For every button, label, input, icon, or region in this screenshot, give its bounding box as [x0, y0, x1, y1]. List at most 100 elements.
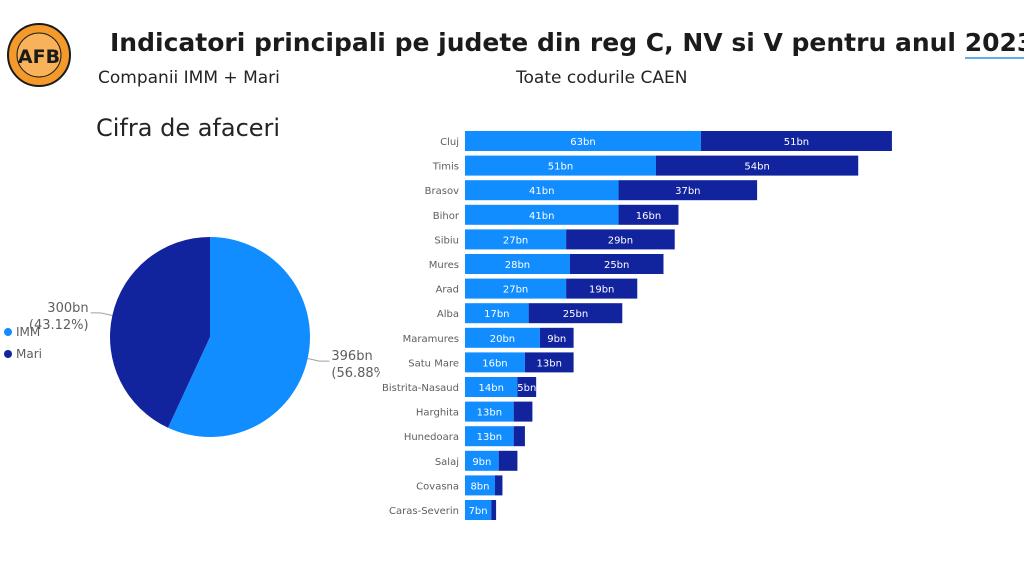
bar-data-label-imm: 9bn: [472, 457, 491, 468]
bar-row: Alba 17bn 25bn: [437, 303, 623, 324]
legend-marker-mari: [4, 350, 12, 358]
bar-segment-imm[interactable]: [465, 180, 619, 201]
category-label: Salaj: [435, 457, 459, 468]
bar-data-label-imm: 51bn: [548, 162, 573, 173]
category-label: Arad: [436, 285, 459, 296]
pie-chart-title: Cifra de afaceri: [96, 114, 281, 142]
pie-percent-label-imm: (56.88%): [331, 366, 380, 381]
bar-segment-mari[interactable]: [494, 475, 503, 496]
subtitle-companies: Companii IMM + Mari: [98, 68, 280, 88]
bar-data-label-imm: 27bn: [503, 285, 528, 296]
category-label: Cluj: [440, 137, 459, 148]
bar-row: Timis 51bn 54bn: [432, 155, 859, 176]
category-label: Covasna: [416, 481, 459, 492]
category-label: Mures: [429, 260, 459, 271]
bar-data-label-imm: 63bn: [570, 137, 595, 148]
bar-segment-mari[interactable]: [618, 204, 679, 225]
bar-segment-mari[interactable]: [655, 155, 859, 176]
bar-row: Maramures 20bn 9bn: [403, 327, 574, 348]
bar-segment-mari[interactable]: [513, 401, 533, 422]
bar-data-label-imm: 13bn: [477, 432, 502, 443]
bar-segment-imm[interactable]: [465, 352, 525, 373]
bar-row: Brasov 41bn 37bn: [425, 180, 758, 201]
bar-row: Bihor 41bn 16bn: [433, 204, 679, 225]
category-label: Satu Mare: [408, 358, 459, 369]
legend-label-mari: Mari: [16, 347, 42, 361]
page-title-text: Indicatori principali pe judete din reg …: [110, 28, 956, 57]
bar-row: Harghita 13bn: [416, 401, 533, 422]
bar-segment-mari[interactable]: [700, 131, 892, 151]
bar-segment-mari[interactable]: [528, 303, 623, 324]
bar-segment-imm[interactable]: [465, 450, 499, 471]
pie-slice-imm[interactable]: [168, 237, 310, 437]
bar-segment-imm[interactable]: [465, 401, 514, 422]
bar-segment-imm[interactable]: [465, 377, 518, 397]
bar-segment-imm[interactable]: [465, 327, 540, 348]
bar-segment-imm[interactable]: [465, 475, 495, 496]
subtitle-caen: Toate codurile CAEN: [516, 68, 688, 88]
bar-segment-imm[interactable]: [465, 204, 619, 225]
bar-segment-imm[interactable]: [465, 131, 701, 151]
bar-data-label-mari: 5bn: [517, 383, 536, 394]
bar-segment-mari[interactable]: [539, 327, 574, 348]
bar-segment-imm[interactable]: [465, 155, 656, 176]
bar-data-label-mari: 16bn: [636, 211, 661, 222]
category-label: Brasov: [425, 186, 459, 197]
bar-row: Salaj 9bn: [435, 450, 518, 471]
bar-segment-mari[interactable]: [517, 377, 537, 397]
bar-row: Covasna 8bn: [416, 475, 503, 496]
bar-segment-imm[interactable]: [465, 278, 567, 299]
category-label: Timis: [432, 162, 459, 173]
bar-segment-mari[interactable]: [566, 229, 675, 250]
bar-row: Sibiu 27bn 29bn: [434, 229, 675, 250]
bar-data-label-imm: 16bn: [482, 358, 507, 369]
bar-data-label-imm: 27bn: [503, 235, 528, 246]
bar-segment-mari[interactable]: [618, 180, 758, 201]
afb-logo: AFB: [7, 23, 71, 87]
bar-row: Arad 27bn 19bn: [436, 278, 638, 299]
bar-row: Hunedoara 13bn: [404, 426, 525, 447]
bar-data-label-imm: 7bn: [469, 506, 488, 517]
pie-percent-label-mari: (43.12%): [29, 318, 89, 333]
category-label: Bihor: [433, 211, 460, 222]
pie-value-label-mari: 300bn: [47, 301, 88, 316]
bar-data-label-imm: 14bn: [479, 383, 504, 394]
pie-leader-line-imm: [307, 358, 330, 362]
bar-data-label-imm: 17bn: [484, 309, 509, 320]
bar-data-label-mari: 54bn: [744, 162, 769, 173]
bar-data-label-mari: 9bn: [547, 334, 566, 345]
pie-value-label-imm: 396bn: [331, 349, 372, 364]
bar-row: Bistrita-Nasaud 14bn 5bn: [382, 377, 536, 397]
bar-data-label-imm: 41bn: [529, 211, 554, 222]
page-title: Indicatori principali pe judete din reg …: [110, 28, 1024, 59]
pie-leader-line-mari: [90, 312, 113, 316]
bar-segment-imm[interactable]: [465, 426, 514, 447]
category-label: Bistrita-Nasaud: [382, 383, 459, 394]
bar-row: Cluj 63bn 51bn: [440, 131, 892, 151]
bar-segment-mari[interactable]: [524, 352, 574, 373]
legend-item-imm[interactable]: IMM: [4, 321, 42, 343]
bar-segment-mari[interactable]: [513, 426, 525, 447]
bar-segment-mari[interactable]: [498, 450, 518, 471]
bar-data-label-mari: 25bn: [604, 260, 629, 271]
pie-slice-mari[interactable]: [109, 237, 210, 428]
bar-row: Satu Mare 16bn 13bn: [408, 352, 574, 373]
category-label: Maramures: [403, 334, 459, 345]
bar-segment-imm[interactable]: [465, 229, 567, 250]
bar-data-label-mari: 13bn: [537, 358, 562, 369]
bar-segment-mari[interactable]: [569, 254, 664, 274]
bar-segment-imm[interactable]: [465, 254, 570, 274]
bar-segment-imm[interactable]: [465, 500, 492, 520]
bar-data-label-imm: 8bn: [470, 481, 489, 492]
legend-item-mari[interactable]: Mari: [4, 343, 42, 365]
bar-segment-mari[interactable]: [566, 278, 638, 299]
category-label: Alba: [437, 309, 459, 320]
bar-data-label-mari: 51bn: [784, 137, 809, 148]
bar-data-label-mari: 37bn: [675, 186, 700, 197]
pie-chart: 396bn (56.88%) 300bn (43.12%): [29, 237, 380, 437]
bar-segment-imm[interactable]: [465, 303, 529, 324]
bar-data-label-imm: 13bn: [477, 408, 502, 419]
category-label: Hunedoara: [404, 432, 459, 443]
bar-segment-mari[interactable]: [491, 500, 497, 520]
